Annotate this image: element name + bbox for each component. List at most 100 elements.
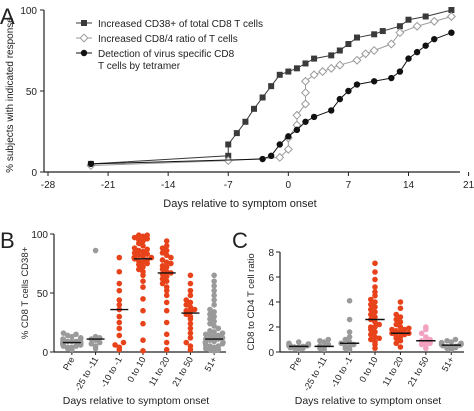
panel-c-data-point <box>372 304 378 310</box>
panel-b-data-point <box>211 302 217 308</box>
panel-b-data-point <box>112 342 118 348</box>
panel-b-data-point <box>136 247 142 254</box>
panel-b-data-point <box>219 330 226 336</box>
panel-c-data-point <box>368 311 374 318</box>
panel-b-data-point <box>88 340 95 347</box>
panel-b-data-point <box>131 234 138 241</box>
panel-c-data-point <box>325 336 332 343</box>
panel-b-data-point <box>207 316 213 322</box>
panel-a-series-2-point <box>352 55 362 65</box>
panel-b-data-point <box>140 268 146 275</box>
panel-b-data-point <box>140 284 146 290</box>
panel-a-series-2-point <box>429 16 439 26</box>
panel-b-data-point <box>211 344 217 351</box>
panel-c-data-point <box>305 341 312 347</box>
panel-a-series-2-point <box>300 88 311 98</box>
panel-c-data-point <box>438 339 445 346</box>
panel-a-series-line-2 <box>90 15 452 167</box>
panel-b-data-point <box>163 273 170 280</box>
panel-c-data-point <box>346 316 353 323</box>
panel-b-data-point <box>92 247 99 254</box>
panel-a-series-2-point <box>412 21 422 31</box>
panel-c-data-point <box>423 334 429 340</box>
panel-b-data-point <box>159 280 166 287</box>
panel-label-b: B <box>0 228 15 253</box>
panel-c-data-point <box>368 336 374 343</box>
panel-a-line-chart: -28 -21 -14 -7 0 7 14 21 0 50 100 Days relative to … <box>5 6 474 210</box>
panel-b-data-point <box>136 237 142 243</box>
panel-c-data-point <box>397 319 404 325</box>
panel-b-data-point <box>207 332 213 339</box>
panel-a-series-1-point <box>311 55 318 62</box>
panel-a-x-tick-label: -21 <box>101 180 116 191</box>
panel-a-series-1-point <box>422 13 429 20</box>
panel-a-series-1-point <box>345 41 352 48</box>
panel-b-data-point <box>144 246 150 253</box>
panel-b-data-point <box>140 253 146 260</box>
panel-c-data-point <box>295 339 302 345</box>
panel-a-series-2-point <box>326 63 336 73</box>
panel-b-data-point <box>163 319 170 326</box>
panel-c-data-point <box>346 297 353 304</box>
panel-a-x-tick-label: -14 <box>161 180 176 191</box>
panel-b-data-point <box>211 278 217 285</box>
panel-a-series-3-point <box>388 74 395 82</box>
panel-a-x-tick-label: 7 <box>346 180 352 191</box>
panel-c-data-point <box>423 324 429 330</box>
panel-b-data-point <box>96 339 103 346</box>
panel-b-data-point <box>211 272 217 279</box>
panel-b-data-point <box>163 292 170 299</box>
panel-a-series-2-point <box>361 49 371 59</box>
panel-a-y-tick-label: 100 <box>20 6 37 17</box>
legend-marker-3 <box>80 49 88 57</box>
panel-b-data-point <box>207 306 213 313</box>
panel-b-data-point <box>187 330 194 336</box>
panel-c-data-point <box>372 329 378 335</box>
panel-c-data-point <box>372 284 378 290</box>
panel-a-x-tick-label: -7 <box>224 180 233 191</box>
panel-b-data-point <box>183 297 190 303</box>
panel-c-data-point <box>372 324 378 330</box>
panel-a-series-1-point <box>396 23 403 30</box>
panel-b-data-point <box>163 238 170 244</box>
panel-b-data-point <box>163 307 170 314</box>
panel-b-data-point <box>116 287 123 294</box>
panel-c-data-point <box>393 327 400 334</box>
panel-c-data-point <box>368 331 374 338</box>
panel-c-category-label: Pre <box>288 355 304 372</box>
panel-b-data-point <box>187 343 194 349</box>
panel-b-data-point <box>116 254 123 261</box>
panel-b-data-point <box>163 339 170 346</box>
panel-b-data-point <box>187 299 194 306</box>
panel-b-data-point <box>163 252 170 259</box>
panel-b-data-point <box>73 343 79 349</box>
panel-c-category-label: 11 to 20 <box>381 355 406 388</box>
panel-b-data-point <box>64 344 71 351</box>
panel-b-data-point <box>163 331 170 338</box>
panel-c-data-point <box>342 336 349 343</box>
panel-b-data-point <box>211 297 217 303</box>
panel-label-a: A <box>0 4 15 29</box>
panel-c-data-point <box>372 276 378 283</box>
panel-a-series-3-point <box>448 29 455 36</box>
panel-b-data-point <box>187 304 194 310</box>
panel-c-data-point <box>389 326 395 333</box>
panel-b-data-point <box>211 333 217 340</box>
panel-b-data-point <box>116 302 123 308</box>
panel-a-series-2-point <box>318 67 328 77</box>
panel-b-data-point <box>183 302 190 308</box>
panel-b-data-point <box>163 299 170 306</box>
panel-a-series-2-point <box>300 76 311 86</box>
panel-a-x-axis-label: Days relative to symptom onset <box>163 198 316 210</box>
legend-label-2: Increased CD8/4 ratio of T cells <box>98 34 238 45</box>
panel-a-series-1-point <box>293 65 300 72</box>
panel-a-y-axis-label: % subjects with indicated response <box>5 17 16 173</box>
panel-a-series-3-point <box>396 68 404 75</box>
panel-a-series-2-point <box>395 28 405 38</box>
panel-c-category-label: -10 to -1 <box>329 355 354 389</box>
panel-b-data-point <box>187 320 194 327</box>
panel-c-y-tick-label: 8 <box>268 248 274 259</box>
panel-b-data-point <box>163 278 170 285</box>
panel-b-data-point <box>215 325 222 332</box>
panel-a-series-3-point <box>336 95 344 103</box>
